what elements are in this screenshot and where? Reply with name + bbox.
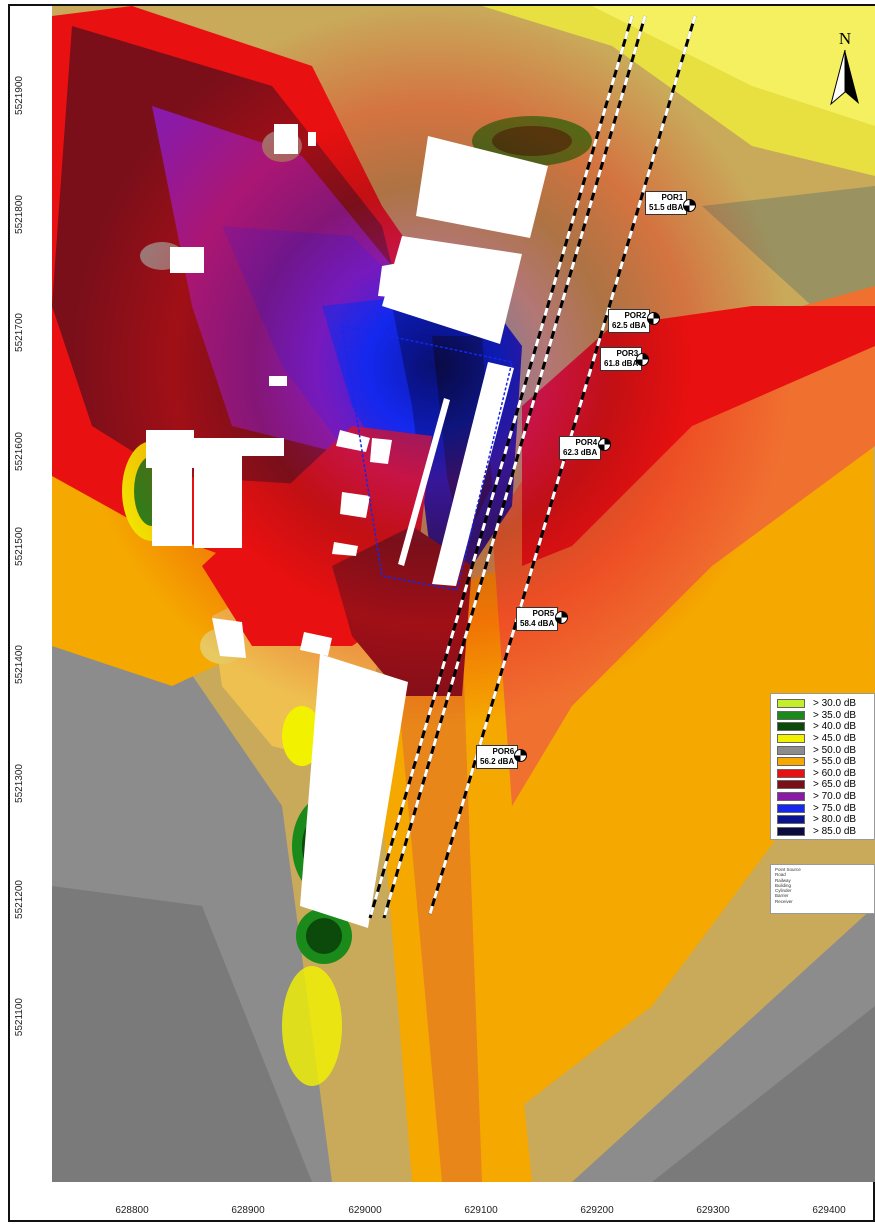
receiver-icon <box>514 749 527 762</box>
symbol-legend-item: Point Source <box>775 867 801 872</box>
legend-item: > 75.0 dB <box>777 802 874 814</box>
y-tick-label: 5521300 <box>14 764 25 803</box>
symbol-legend-item: Barrier <box>775 893 789 899</box>
legend-item: > 80.0 dB <box>777 814 874 826</box>
symbol-legend: Point Source Road Railway Building Cylinder B… <box>770 864 875 914</box>
legend-item: > 70.0 dB <box>777 791 874 803</box>
legend-label: > 85.0 dB <box>813 825 857 837</box>
legend-label: > 55.0 dB <box>813 756 857 768</box>
receiver-icon <box>647 312 660 325</box>
x-tick-label: 629400 <box>812 1205 846 1216</box>
y-tick-label: 5521600 <box>14 432 25 471</box>
symbol-legend-item: Railway <box>775 877 791 883</box>
legend-label: > 45.0 dB <box>813 733 857 745</box>
x-tick-label: 628800 <box>115 1205 149 1216</box>
receiver-icon <box>683 199 696 212</box>
y-tick-label: 5521200 <box>14 880 25 919</box>
x-tick-label: 628900 <box>231 1205 265 1216</box>
x-tick-label: 629300 <box>696 1205 730 1216</box>
receiver-label[interactable]: POR5 58.4 dBA <box>516 607 559 631</box>
legend-label: > 65.0 dB <box>813 779 857 791</box>
receiver-label[interactable]: POR4 62.3 dBA <box>559 436 602 460</box>
noise-contour-map[interactable] <box>52 6 875 1182</box>
legend-item: > 55.0 dB <box>777 756 874 768</box>
legend-swatch <box>777 768 805 778</box>
y-tick-label: 5521900 <box>14 76 25 115</box>
legend-swatch <box>777 734 805 744</box>
receiver-label[interactable]: POR6 56.2 dBA <box>476 745 519 769</box>
legend-swatch <box>777 757 805 767</box>
receiver-icon <box>636 353 649 366</box>
buildings <box>146 124 548 928</box>
legend-item: > 45.0 dB <box>777 733 874 745</box>
x-tick-label: 629000 <box>348 1205 382 1216</box>
legend-swatch <box>777 699 805 709</box>
receiver-icon <box>598 438 611 451</box>
receiver-label[interactable]: POR3 61.8 dBA <box>600 347 643 371</box>
legend: > 30.0 dB > 35.0 dB > 40.0 dB > 45.0 dB > 50… <box>770 693 875 841</box>
legend-label: > 80.0 dB <box>813 814 857 826</box>
north-arrow: N <box>828 30 862 110</box>
legend-label: > 35.0 dB <box>813 709 857 721</box>
north-arrow-icon <box>830 49 859 106</box>
legend-item: > 60.0 dB <box>777 768 874 780</box>
y-tick-label: 5521700 <box>14 313 25 352</box>
y-tick-label: 5521400 <box>14 645 25 684</box>
legend-label: > 30.0 dB <box>813 698 857 710</box>
legend-item: > 35.0 dB <box>777 710 874 722</box>
legend-swatch <box>777 722 805 732</box>
receiver-icon <box>555 611 568 624</box>
legend-label: > 70.0 dB <box>813 791 857 803</box>
legend-label: > 60.0 dB <box>813 767 857 779</box>
railways <box>368 15 697 919</box>
x-tick-label: 629200 <box>580 1205 614 1216</box>
contour-layers <box>52 6 875 1182</box>
legend-swatch <box>777 815 805 825</box>
receiver-label[interactable]: POR2 62.5 dBA <box>608 309 651 333</box>
legend-swatch <box>777 745 805 755</box>
y-tick-label: 5521100 <box>14 998 25 1037</box>
legend-swatch <box>777 792 805 802</box>
site-boundary <box>341 325 513 591</box>
symbol-legend-item: Receiver <box>775 898 793 904</box>
legend-item: > 85.0 dB <box>777 826 874 838</box>
legend-item: > 40.0 dB <box>777 721 874 733</box>
y-tick-label: 5521800 <box>14 195 25 234</box>
legend-swatch <box>777 780 805 790</box>
legend-swatch <box>777 803 805 813</box>
legend-label: > 75.0 dB <box>813 802 857 814</box>
legend-label: > 50.0 dB <box>813 744 857 756</box>
legend-swatch <box>777 710 805 720</box>
symbol-legend-item: Cylinder <box>775 888 792 894</box>
legend-swatch <box>777 826 805 836</box>
legend-item: > 65.0 dB <box>777 779 874 791</box>
legend-label: > 40.0 dB <box>813 721 857 733</box>
receiver-label[interactable]: POR1 51.5 dBA <box>645 191 688 215</box>
symbol-legend-item: Building <box>775 882 792 888</box>
legend-item: > 50.0 dB <box>777 744 874 756</box>
y-tick-label: 5521500 <box>14 527 25 566</box>
x-tick-label: 629100 <box>464 1205 498 1216</box>
north-label: N <box>838 29 852 48</box>
symbol-legend-item: Road <box>775 872 786 878</box>
legend-item: > 30.0 dB <box>777 698 874 710</box>
